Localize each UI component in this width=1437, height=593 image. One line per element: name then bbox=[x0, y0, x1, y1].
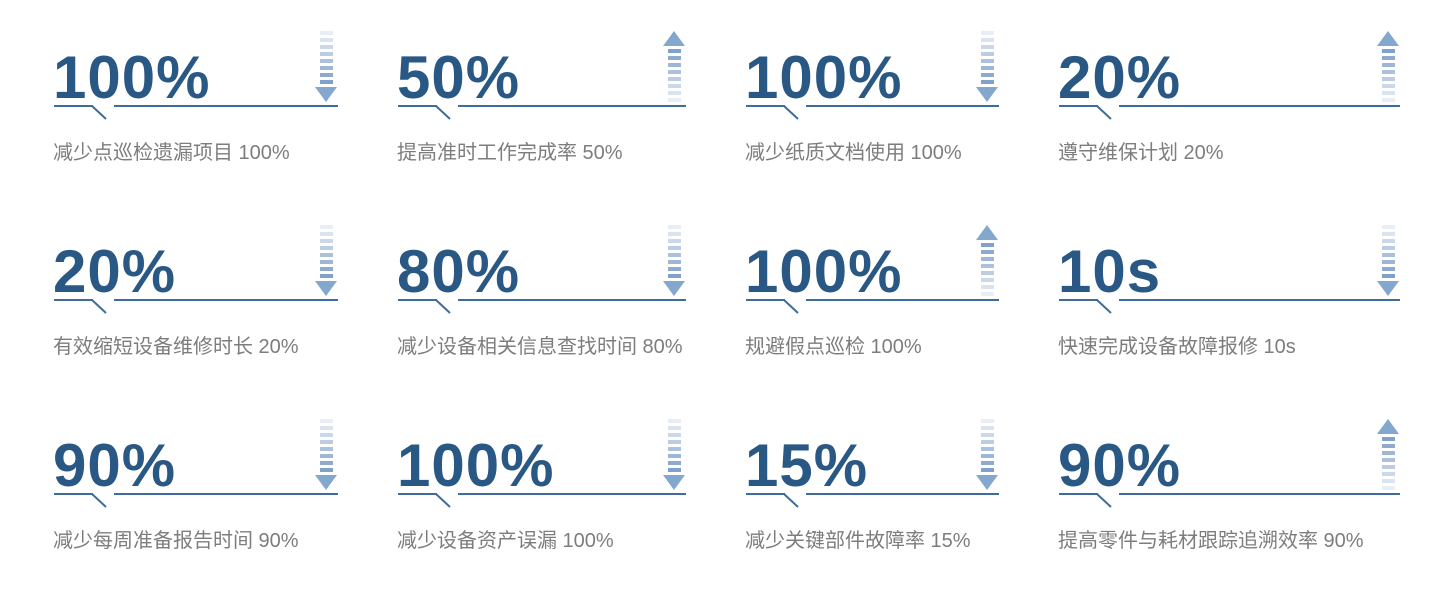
stat-card: 20% 遵守维保计划 20% bbox=[1058, 28, 1400, 166]
stat-head: 10s bbox=[1058, 222, 1400, 306]
dashed-arrow-down-icon bbox=[663, 416, 685, 490]
dashed-arrow-down-icon bbox=[315, 222, 337, 296]
stat-caption: 减少纸质文档使用 100% bbox=[745, 142, 962, 164]
stat-value: 100% bbox=[397, 432, 555, 500]
stat-card: 20% 有效缩短设备维修时长 20% bbox=[53, 222, 338, 360]
stat-caption: 减少关键部件故障率 15% bbox=[745, 530, 971, 552]
stat-card: 100% 减少纸质文档使用 100% bbox=[745, 28, 999, 166]
dashed-arrow-down-icon bbox=[663, 222, 685, 296]
dashed-arrow-up-icon bbox=[1377, 419, 1399, 490]
stat-head: 90% bbox=[1058, 416, 1400, 500]
stat-head: 20% bbox=[1058, 28, 1400, 112]
stat-head: 100% bbox=[745, 222, 999, 306]
stat-value: 15% bbox=[745, 432, 869, 500]
stat-card: 90% 提高零件与耗材跟踪追溯效率 90% bbox=[1058, 416, 1400, 554]
stat-card: 100% 减少点巡检遗漏项目 100% bbox=[53, 28, 338, 166]
underline-rule bbox=[746, 105, 999, 120]
underline-rule bbox=[1059, 299, 1400, 314]
stat-caption: 减少设备资产误漏 100% bbox=[397, 530, 614, 552]
stat-caption: 规避假点巡检 100% bbox=[745, 336, 922, 358]
stat-value: 80% bbox=[397, 238, 521, 306]
stat-caption: 提高准时工作完成率 50% bbox=[397, 142, 623, 164]
stat-caption: 遵守维保计划 20% bbox=[1058, 142, 1224, 164]
dashed-arrow-down-icon bbox=[976, 416, 998, 490]
stat-caption: 减少设备相关信息查找时间 80% bbox=[397, 336, 683, 358]
stat-card: 50% 提高准时工作完成率 50% bbox=[397, 28, 686, 166]
stat-value: 50% bbox=[397, 44, 521, 112]
stat-caption: 有效缩短设备维修时长 20% bbox=[53, 336, 299, 358]
dashed-arrow-down-icon bbox=[315, 28, 337, 102]
stat-card: 80% 减少设备相关信息查找时间 80% bbox=[397, 222, 686, 360]
stat-head: 20% bbox=[53, 222, 338, 306]
stat-card: 90% 减少每周准备报告时间 90% bbox=[53, 416, 338, 554]
underline-rule bbox=[1059, 105, 1400, 120]
stat-card: 15% 减少关键部件故障率 15% bbox=[745, 416, 999, 554]
stat-caption: 快速完成设备故障报修 10s bbox=[1058, 336, 1296, 358]
stat-card: 100% 减少设备资产误漏 100% bbox=[397, 416, 686, 554]
stat-head: 50% bbox=[397, 28, 686, 112]
stat-head: 80% bbox=[397, 222, 686, 306]
underline-rule bbox=[746, 299, 999, 314]
dashed-arrow-up-icon bbox=[663, 31, 685, 102]
underline-rule bbox=[54, 493, 338, 508]
underline-rule bbox=[398, 299, 686, 314]
stat-value: 100% bbox=[53, 44, 211, 112]
stat-value: 100% bbox=[745, 44, 903, 112]
stat-value: 20% bbox=[53, 238, 177, 306]
stat-card: 100% 规避假点巡检 100% bbox=[745, 222, 999, 360]
stat-head: 100% bbox=[745, 28, 999, 112]
stat-head: 90% bbox=[53, 416, 338, 500]
underline-rule bbox=[54, 105, 338, 120]
stat-card: 10s 快速完成设备故障报修 10s bbox=[1058, 222, 1400, 360]
stat-caption: 减少每周准备报告时间 90% bbox=[53, 530, 299, 552]
dashed-arrow-up-icon bbox=[1377, 31, 1399, 102]
dashed-arrow-up-icon bbox=[976, 225, 998, 296]
stats-grid: 100% 减少点巡检遗漏项目 100% 50% 提高准时工作完成率 50% 10… bbox=[53, 28, 1400, 554]
dashed-arrow-down-icon bbox=[315, 416, 337, 490]
stat-head: 100% bbox=[397, 416, 686, 500]
underline-rule bbox=[746, 493, 999, 508]
dashed-arrow-down-icon bbox=[1377, 222, 1399, 296]
underline-rule bbox=[398, 105, 686, 120]
stat-caption: 减少点巡检遗漏项目 100% bbox=[53, 142, 290, 164]
stat-value: 20% bbox=[1058, 44, 1182, 112]
stat-value: 90% bbox=[1058, 432, 1182, 500]
stat-head: 15% bbox=[745, 416, 999, 500]
stat-value: 100% bbox=[745, 238, 903, 306]
stat-head: 100% bbox=[53, 28, 338, 112]
stat-value: 90% bbox=[53, 432, 177, 500]
underline-rule bbox=[398, 493, 686, 508]
underline-rule bbox=[54, 299, 338, 314]
stat-caption: 提高零件与耗材跟踪追溯效率 90% bbox=[1058, 530, 1364, 552]
dashed-arrow-down-icon bbox=[976, 28, 998, 102]
stat-value: 10s bbox=[1058, 238, 1162, 306]
underline-rule bbox=[1059, 493, 1400, 508]
